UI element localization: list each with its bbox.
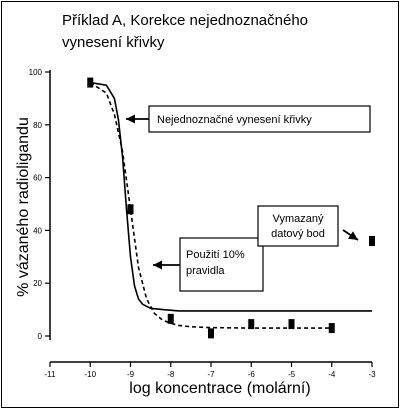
fit-curve-solid	[90, 81, 372, 312]
y-tick-label: 100	[29, 68, 43, 77]
annotation-box-removed	[257, 205, 339, 247]
x-tick-label: -6	[248, 370, 256, 379]
chart-marks	[87, 77, 375, 339]
x-tick-label: -3	[368, 370, 376, 379]
y-tick-label: 60	[33, 174, 42, 183]
annotation-text-removed: datový bod	[271, 228, 325, 240]
y-tick-label: 40	[33, 226, 42, 235]
chart-title: Příklad A, Korekce nejednoznačného vynes…	[62, 10, 382, 54]
y-tick-label: 0	[38, 332, 43, 341]
data-point	[248, 319, 255, 330]
chart-title-line-1: Příklad A, Korekce nejednoznačného	[62, 12, 308, 29]
annotation-text-ambiguous: Nejednoznačné vynesení křivky	[157, 114, 312, 126]
x-tick-label: -5	[288, 370, 296, 379]
data-point	[167, 313, 174, 324]
x-tick-label: -9	[127, 370, 135, 379]
axes: 0 20 40 60 80 100 -11 -10 -9 -8 -7 -6 -5 -4 -3	[29, 68, 376, 379]
annotation-text-removed: Vymazaný	[273, 213, 324, 225]
x-tick-label: -8	[167, 370, 175, 379]
y-tick-label: 80	[33, 121, 42, 130]
x-tick-label: -7	[207, 370, 215, 379]
annotations: Nejednoznačné vynesení křivky Použití 10%…	[126, 105, 371, 292]
data-point	[328, 323, 335, 334]
data-point	[369, 235, 375, 246]
x-tick-label: -11	[45, 370, 57, 379]
x-axis-label: log koncentrace (molární)	[129, 380, 311, 397]
y-tick-label: 20	[33, 279, 42, 288]
x-tick-label: -4	[328, 370, 336, 379]
data-point	[87, 77, 94, 88]
annotation-box-rule	[179, 237, 264, 292]
annotation-arrow-removed-head	[348, 231, 358, 240]
annotation-text-rule: pravidla	[186, 265, 225, 277]
data-point	[208, 328, 214, 339]
annotation-arrow-rule-head	[153, 260, 162, 270]
annotation-arrow-ambiguous-head	[126, 114, 135, 124]
data-point	[288, 319, 295, 330]
x-tick-label: -10	[84, 370, 96, 379]
data-point	[127, 204, 134, 215]
y-axis-label: % vázaného radioligandu	[15, 117, 32, 297]
chart-title-line-2: vynesení křivky	[62, 34, 165, 51]
annotation-text-rule: Použití 10%	[186, 249, 245, 261]
